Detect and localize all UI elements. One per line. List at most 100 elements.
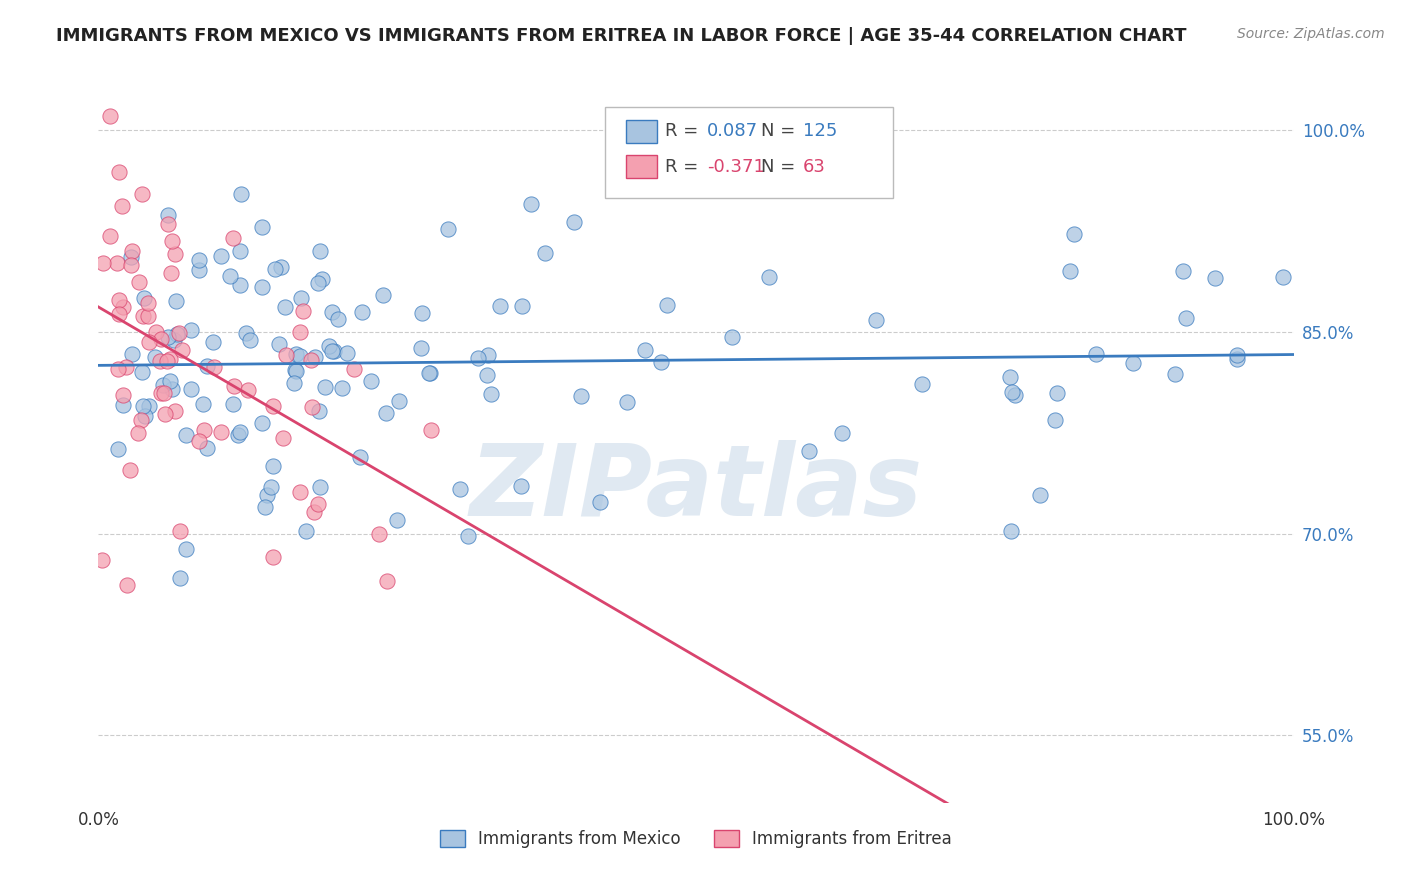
Point — [188, 434, 211, 449]
Point — [145, 326, 167, 340]
Text: -0.371: -0.371 — [707, 158, 765, 176]
Point — [156, 208, 179, 222]
Point — [209, 425, 232, 439]
Point — [159, 374, 181, 388]
Point — [235, 326, 257, 340]
Point — [409, 341, 432, 355]
Point — [174, 428, 197, 442]
Point — [166, 326, 188, 341]
Point — [307, 276, 329, 290]
Point — [457, 529, 479, 543]
Point — [229, 187, 252, 202]
Point — [1004, 388, 1026, 402]
Point — [193, 397, 215, 411]
Point — [510, 299, 533, 313]
Point — [157, 330, 180, 344]
Point — [419, 367, 441, 381]
Point — [224, 378, 246, 392]
Point — [308, 244, 330, 258]
Point — [650, 354, 672, 368]
Point — [98, 229, 121, 244]
Point — [127, 425, 149, 440]
Point — [343, 362, 366, 376]
Text: IMMIGRANTS FROM MEXICO VS IMMIGRANTS FROM ERITREA IN LABOR FORCE | AGE 35-44 COR: IMMIGRANTS FROM MEXICO VS IMMIGRANTS FRO… — [56, 27, 1187, 45]
Point — [117, 577, 139, 591]
Point — [107, 164, 129, 178]
Point — [1063, 227, 1085, 241]
Point — [375, 574, 398, 589]
Point — [134, 409, 156, 423]
Point — [138, 335, 160, 350]
Point — [330, 381, 353, 395]
Point — [226, 428, 249, 442]
Point — [326, 311, 349, 326]
Point — [264, 262, 287, 277]
Point — [107, 442, 129, 456]
Point — [352, 305, 374, 319]
Point — [321, 305, 343, 319]
Point — [1226, 348, 1249, 362]
Point — [153, 385, 176, 400]
Point — [160, 234, 183, 248]
Point — [121, 244, 143, 259]
Point — [180, 323, 202, 337]
Point — [170, 343, 193, 357]
Point — [388, 394, 411, 409]
Point — [314, 379, 336, 393]
Point — [107, 362, 129, 376]
Point — [288, 349, 311, 363]
Point — [269, 337, 291, 351]
Point — [112, 398, 135, 412]
Point — [270, 260, 292, 275]
Point — [1059, 264, 1081, 278]
Point — [288, 485, 311, 500]
Point — [256, 488, 278, 502]
Point — [260, 480, 283, 494]
Point — [437, 222, 460, 236]
Point — [420, 423, 443, 437]
Point — [489, 299, 512, 313]
Point — [301, 400, 323, 414]
Point — [758, 270, 780, 285]
Point — [149, 353, 172, 368]
Point — [174, 541, 197, 556]
Point — [1000, 524, 1022, 538]
Point — [385, 513, 408, 527]
Point — [304, 350, 326, 364]
Text: 125: 125 — [803, 122, 837, 140]
Point — [112, 388, 135, 402]
Point — [290, 291, 312, 305]
Point — [222, 397, 245, 411]
Point — [371, 287, 394, 301]
Point — [229, 244, 252, 259]
Point — [187, 253, 209, 268]
Point — [165, 294, 187, 309]
Point — [202, 359, 225, 374]
Point — [302, 505, 325, 519]
Text: 63: 63 — [803, 158, 825, 176]
Point — [195, 359, 218, 373]
Point — [1046, 385, 1069, 400]
Point — [90, 553, 112, 567]
Point — [91, 256, 114, 270]
Point — [187, 263, 209, 277]
Point — [1204, 271, 1226, 285]
Point — [323, 343, 346, 358]
Point — [284, 347, 307, 361]
Point — [657, 298, 679, 312]
Point — [120, 250, 142, 264]
Point — [374, 406, 396, 420]
Text: Source: ZipAtlas.com: Source: ZipAtlas.com — [1237, 27, 1385, 41]
Point — [616, 395, 638, 409]
Point — [169, 571, 191, 585]
Point — [149, 332, 172, 346]
Point — [136, 309, 159, 323]
Legend: Immigrants from Mexico, Immigrants from Eritrea: Immigrants from Mexico, Immigrants from … — [433, 823, 959, 855]
Point — [720, 330, 742, 344]
Point — [534, 245, 557, 260]
Point — [311, 272, 333, 286]
Point — [475, 368, 498, 382]
Point — [295, 524, 318, 538]
Point — [202, 335, 225, 350]
Point — [1175, 310, 1198, 325]
